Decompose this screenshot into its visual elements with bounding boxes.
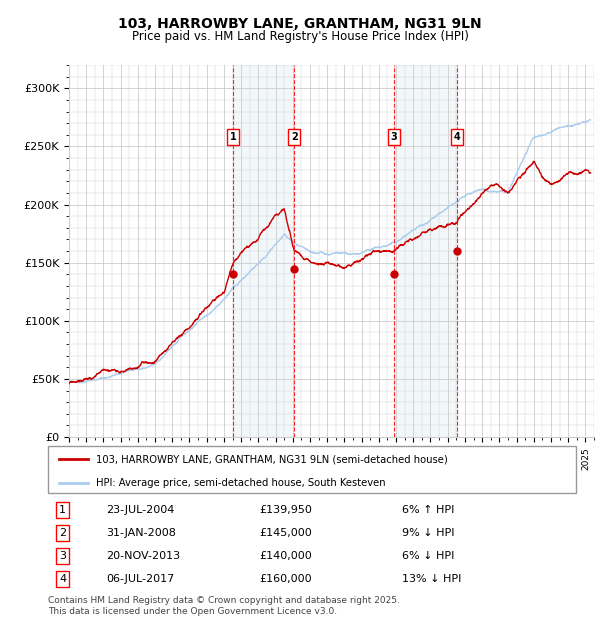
Bar (394, 65, 457, 437)
Text: 31-JAN-2008: 31-JAN-2008 (106, 528, 176, 538)
Text: 1: 1 (230, 132, 237, 142)
Text: £139,950: £139,950 (259, 505, 312, 515)
Text: 20-NOV-2013: 20-NOV-2013 (106, 551, 180, 561)
Text: 23-JUL-2004: 23-JUL-2004 (106, 505, 175, 515)
Text: HPI: Average price, semi-detached house, South Kesteven: HPI: Average price, semi-detached house,… (95, 477, 385, 488)
Text: 4: 4 (59, 574, 67, 584)
Text: 1: 1 (59, 505, 66, 515)
Text: 3: 3 (391, 132, 398, 142)
Text: 103, HARROWBY LANE, GRANTHAM, NG31 9LN (semi-detached house): 103, HARROWBY LANE, GRANTHAM, NG31 9LN (… (95, 454, 447, 464)
Text: 06-JUL-2017: 06-JUL-2017 (106, 574, 175, 584)
Text: £145,000: £145,000 (259, 528, 312, 538)
Bar (233, 65, 294, 437)
Text: 4: 4 (453, 132, 460, 142)
Text: £140,000: £140,000 (259, 551, 312, 561)
Text: 3: 3 (59, 551, 66, 561)
Text: 13% ↓ HPI: 13% ↓ HPI (402, 574, 461, 584)
FancyBboxPatch shape (48, 446, 576, 493)
Text: 103, HARROWBY LANE, GRANTHAM, NG31 9LN: 103, HARROWBY LANE, GRANTHAM, NG31 9LN (118, 17, 482, 32)
Text: Price paid vs. HM Land Registry's House Price Index (HPI): Price paid vs. HM Land Registry's House … (131, 30, 469, 43)
Text: 6% ↓ HPI: 6% ↓ HPI (402, 551, 454, 561)
Text: 6% ↑ HPI: 6% ↑ HPI (402, 505, 454, 515)
Text: 2: 2 (59, 528, 67, 538)
Text: 2: 2 (291, 132, 298, 142)
Text: 9% ↓ HPI: 9% ↓ HPI (402, 528, 454, 538)
Text: Contains HM Land Registry data © Crown copyright and database right 2025.
This d: Contains HM Land Registry data © Crown c… (48, 596, 400, 616)
Text: £160,000: £160,000 (259, 574, 312, 584)
